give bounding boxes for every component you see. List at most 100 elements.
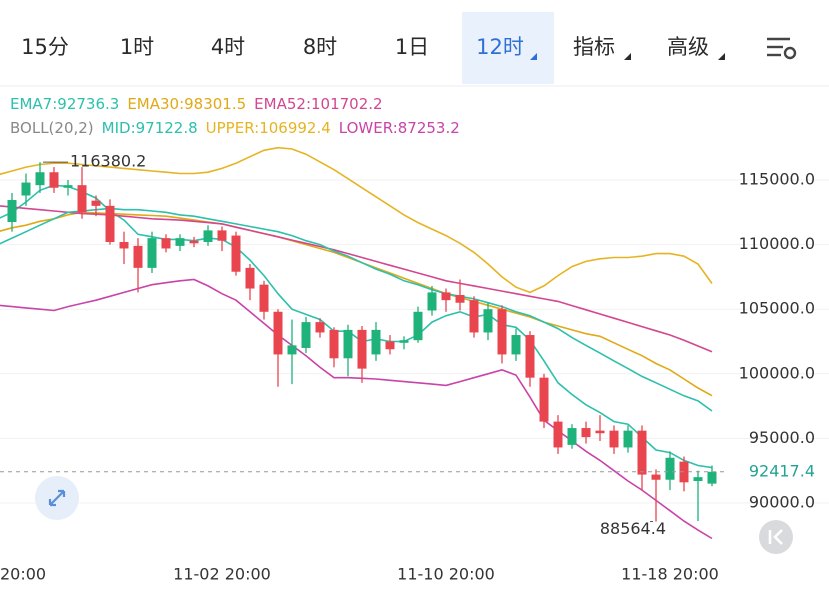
high-label: 116380.2 bbox=[70, 152, 146, 171]
tab-label: 1时 bbox=[120, 35, 154, 59]
tab-label: 4时 bbox=[211, 35, 245, 59]
jump-latest-button[interactable] bbox=[759, 520, 793, 554]
candle-body bbox=[623, 430, 633, 448]
dropdown-arrow bbox=[718, 53, 725, 60]
y-tick-label: 100000.0 bbox=[739, 363, 815, 382]
candle-body bbox=[413, 311, 423, 341]
settings-icon[interactable] bbox=[767, 37, 797, 60]
y-tick-label: 90000.0 bbox=[749, 492, 815, 511]
candle-body bbox=[371, 329, 381, 355]
candle-body bbox=[707, 471, 717, 484]
expand-button[interactable] bbox=[35, 476, 79, 520]
tab[interactable]: 15分 bbox=[21, 35, 69, 59]
legend-entry: EMA52:101702.2 bbox=[254, 95, 382, 113]
tab[interactable]: 1时 bbox=[120, 35, 154, 59]
candle-body bbox=[427, 292, 437, 311]
candle-body bbox=[343, 329, 353, 359]
tab[interactable]: 12时 bbox=[462, 12, 554, 84]
candle-body bbox=[567, 428, 577, 445]
legend-row: EMA7:92736.3 EMA30:98301.5 EMA52:101702.2 bbox=[10, 95, 383, 113]
candle-body bbox=[217, 230, 227, 241]
candle-body bbox=[315, 322, 325, 333]
candle-body bbox=[483, 309, 493, 333]
candle-body bbox=[441, 292, 451, 301]
indicator-line bbox=[0, 205, 713, 353]
candle-body bbox=[175, 238, 185, 246]
tab-bar bbox=[0, 0, 829, 86]
candle-body bbox=[63, 185, 73, 188]
candle-body bbox=[273, 311, 283, 355]
legend-entry: LOWER:87253.2 bbox=[339, 119, 460, 137]
candle-body bbox=[553, 421, 563, 448]
plot: 90000.0 95000.0 100000.0 105000.0 110000.0 11… bbox=[0, 95, 829, 584]
tab-label: 12时 bbox=[476, 35, 524, 59]
tab[interactable]: 指标 bbox=[573, 35, 631, 60]
indicator-line bbox=[0, 146, 713, 294]
dropdown-arrow bbox=[530, 53, 537, 60]
y-tick-label: 95000.0 bbox=[749, 428, 815, 447]
candle-body bbox=[469, 300, 479, 333]
candle-body bbox=[539, 377, 549, 422]
candle-body bbox=[259, 284, 269, 312]
y-tick-label: 110000.0 bbox=[739, 234, 815, 253]
tab[interactable]: 1日 bbox=[395, 35, 429, 59]
tab-label: 1日 bbox=[395, 35, 429, 59]
x-tick-label: 20:00 bbox=[0, 565, 46, 584]
candle-body bbox=[49, 172, 59, 188]
candle-body bbox=[105, 205, 115, 243]
low-label: 88564.4 bbox=[600, 519, 666, 538]
tab-label: 8时 bbox=[303, 35, 337, 59]
x-tick-label: 11-02 20:00 bbox=[173, 565, 271, 584]
candle-body bbox=[21, 182, 31, 196]
candle-body bbox=[637, 430, 647, 475]
x-tick-label: 11-18 20:00 bbox=[621, 565, 719, 584]
tab-highlight bbox=[462, 12, 554, 84]
candle-body bbox=[231, 235, 241, 272]
tab-label: 15分 bbox=[21, 35, 69, 59]
candle-body bbox=[119, 242, 129, 249]
candle-body bbox=[595, 430, 605, 434]
candle-body bbox=[455, 294, 465, 303]
legend-entry: EMA30:98301.5 bbox=[127, 95, 246, 113]
tab[interactable]: 高级 bbox=[667, 35, 725, 60]
candle-body bbox=[133, 245, 143, 268]
tab-label: 指标 bbox=[573, 35, 615, 59]
candle-body bbox=[301, 322, 311, 348]
candle-body bbox=[385, 341, 395, 350]
candle-body bbox=[161, 238, 171, 249]
candle-body bbox=[189, 240, 199, 244]
candle-body bbox=[203, 230, 213, 243]
tab[interactable]: 4时 bbox=[211, 35, 245, 59]
last-price-tag bbox=[727, 458, 827, 485]
legend-group: BOLL(20,2) bbox=[10, 119, 94, 137]
candle-body bbox=[651, 474, 661, 480]
legend-entry: MID:97122.8 bbox=[102, 119, 198, 137]
candle-body bbox=[511, 335, 521, 355]
candle-body bbox=[399, 340, 409, 343]
candle-body bbox=[581, 428, 591, 438]
candle-body bbox=[7, 200, 17, 222]
tab-label: 高级 bbox=[667, 35, 709, 59]
tab[interactable]: 8时 bbox=[303, 35, 337, 59]
candle-body bbox=[245, 267, 255, 289]
candle-body bbox=[329, 329, 339, 359]
indicator-line bbox=[0, 278, 713, 540]
x-tick-label: 11-10 20:00 bbox=[397, 565, 495, 584]
last-price-label: 92417.4 bbox=[749, 461, 815, 480]
legend-entry: UPPER:106992.4 bbox=[206, 119, 331, 137]
candle-body bbox=[287, 345, 297, 355]
y-tick-label: 115000.0 bbox=[739, 170, 815, 189]
candle-body bbox=[147, 238, 157, 268]
tabs: 15分 1时 4时 8时 1日 12时 指标 高级 bbox=[21, 12, 725, 84]
candle-body bbox=[357, 329, 367, 369]
candle-body bbox=[497, 309, 507, 355]
candle-body bbox=[91, 200, 101, 206]
candle-body bbox=[525, 335, 535, 378]
candle-body bbox=[693, 477, 703, 482]
candle-body bbox=[35, 172, 45, 186]
legend-entry: EMA7:92736.3 bbox=[10, 95, 119, 113]
candle-body bbox=[77, 185, 87, 213]
candle-body bbox=[609, 430, 619, 448]
legend-row: BOLL(20,2) MID:97122.8 UPPER:106992.4 LOWER… bbox=[10, 119, 460, 137]
